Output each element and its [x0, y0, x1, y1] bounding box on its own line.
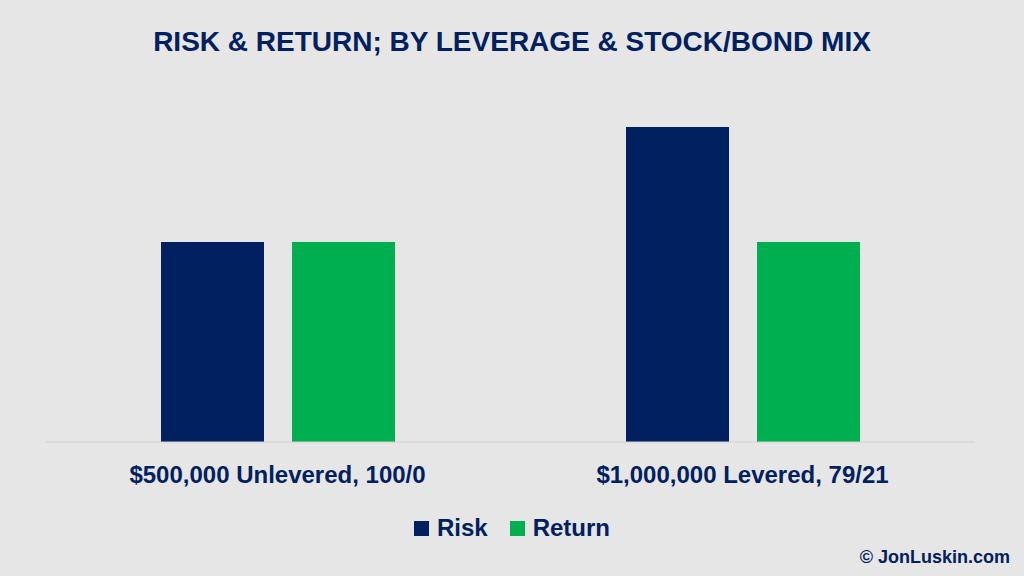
- html-text:Risk: Risk: [437, 514, 488, 541]
- svg-text:$1,000,000 Levered, 79/21: $1,000,000 Levered, 79/21: [596, 461, 888, 488]
- html-text:RISK & RETURN; BY LEVERAGE & S: RISK & RETURN; BY LEVERAGE & STOCK/BOND …: [153, 26, 871, 57]
- html-text:© JonLuskin.com: © JonLuskin.com: [859, 547, 1010, 567]
- svg-text:$500,000 Unlevered, 100/0: $500,000 Unlevered, 100/0: [129, 461, 425, 488]
- html-text:Return: Return: [532, 514, 610, 541]
